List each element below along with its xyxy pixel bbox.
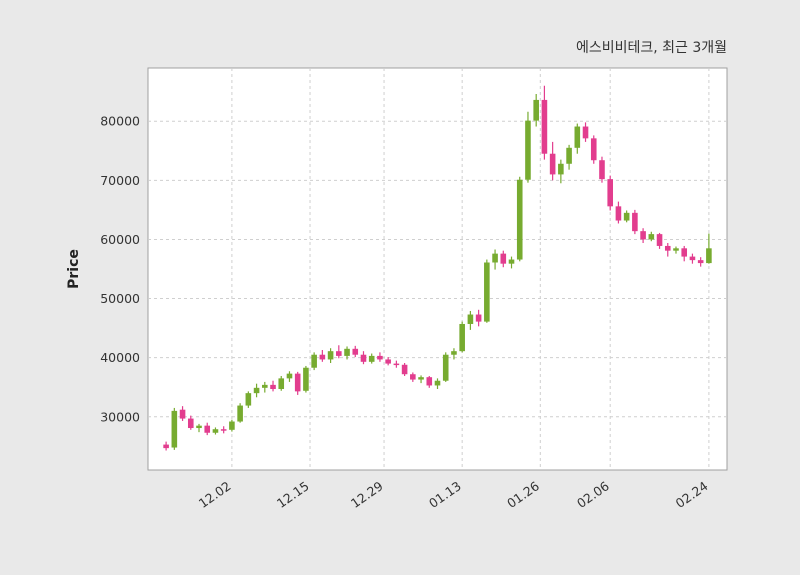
- candle-body: [566, 147, 572, 164]
- y-tick-label: 70000: [100, 173, 140, 188]
- x-tick-label: 02.06: [574, 478, 612, 511]
- x-tick-label: 02.24: [673, 478, 711, 511]
- candle-body: [525, 120, 531, 180]
- candle-body: [336, 351, 342, 356]
- candle-body: [327, 351, 334, 360]
- candle-body: [599, 160, 605, 180]
- x-tick-labels: 12.02 12.15 12.29 01.13 01.26 02.06 02.24: [196, 478, 711, 511]
- x-tick-label: 12.15: [274, 478, 312, 511]
- candle-body: [664, 245, 671, 251]
- candle-body: [179, 409, 186, 419]
- y-tick-label: 80000: [100, 114, 140, 129]
- candle-body: [278, 378, 285, 390]
- candle-body: [410, 374, 416, 380]
- x-tick-label: 01.26: [504, 478, 542, 511]
- candle-body: [311, 354, 317, 368]
- candle-body: [294, 373, 301, 392]
- grid-lines: [148, 68, 727, 470]
- candle-body: [187, 418, 194, 429]
- candle-body: [360, 354, 367, 362]
- candle-body: [237, 405, 243, 422]
- candle-body: [615, 206, 622, 221]
- y-tick-label: 50000: [100, 291, 140, 306]
- candle-body: [607, 179, 613, 207]
- candle-body: [689, 256, 696, 261]
- candle-body: [352, 348, 359, 355]
- candle-body: [245, 393, 252, 406]
- candle-body: [196, 425, 202, 429]
- y-tick-label: 60000: [100, 232, 140, 247]
- candle-body: [385, 359, 391, 364]
- candle-body: [541, 99, 548, 154]
- candle-body: [401, 364, 408, 375]
- candle-body: [426, 377, 433, 386]
- candle-body: [508, 259, 515, 264]
- candle-body: [484, 262, 490, 322]
- candles: [163, 85, 712, 451]
- chart-title: 에스비비테크, 최근 3개월: [576, 40, 727, 56]
- candle-body: [549, 153, 556, 175]
- candle-body: [681, 248, 688, 257]
- candle-body: [262, 384, 268, 388]
- x-tick-label: 12.29: [348, 478, 386, 511]
- y-tick-label: 40000: [100, 350, 140, 365]
- candle-body: [393, 363, 400, 366]
- candle-body: [648, 234, 655, 240]
- candle-body: [220, 429, 227, 431]
- candle-body: [582, 126, 589, 139]
- y-tick-labels: 30000 40000 50000 60000 70000 80000: [100, 114, 140, 425]
- candle-body: [171, 410, 178, 448]
- candle-body: [516, 179, 523, 260]
- candle-body: [697, 260, 704, 264]
- candle-body: [163, 444, 169, 449]
- x-tick-label: 01.13: [426, 478, 464, 511]
- candle-body: [344, 348, 350, 356]
- candle-body: [467, 314, 474, 324]
- candle-body: [673, 248, 679, 251]
- candle-body: [459, 323, 465, 352]
- candle-body: [253, 387, 260, 394]
- y-tick-label: 30000: [100, 409, 140, 424]
- candle-body: [377, 355, 383, 360]
- candle-body: [492, 253, 498, 263]
- candle-body: [303, 367, 309, 391]
- candle-body: [640, 231, 646, 240]
- candle-body: [418, 377, 424, 380]
- candle-body: [533, 99, 539, 121]
- candle-body: [656, 234, 663, 246]
- candle-body: [590, 138, 597, 161]
- candle-body: [500, 253, 507, 264]
- candle-body: [442, 354, 449, 381]
- candle-body: [204, 425, 211, 433]
- candle-body: [368, 355, 375, 362]
- candle-body: [229, 421, 235, 430]
- x-tick-label: 12.02: [196, 478, 234, 511]
- candle-body: [574, 126, 581, 148]
- candle-body: [212, 429, 219, 433]
- candle-body: [558, 163, 564, 175]
- candle-body: [475, 314, 482, 322]
- candle-body: [623, 212, 630, 221]
- plot-area: [147, 67, 728, 471]
- y-axis-label: Price: [66, 249, 82, 289]
- candle-body: [451, 351, 457, 355]
- candle-body: [319, 354, 326, 360]
- candle-body: [270, 384, 276, 390]
- candle-body: [434, 380, 441, 386]
- candle-body: [286, 373, 293, 379]
- candle-body: [706, 248, 712, 264]
- candle-body: [632, 212, 638, 232]
